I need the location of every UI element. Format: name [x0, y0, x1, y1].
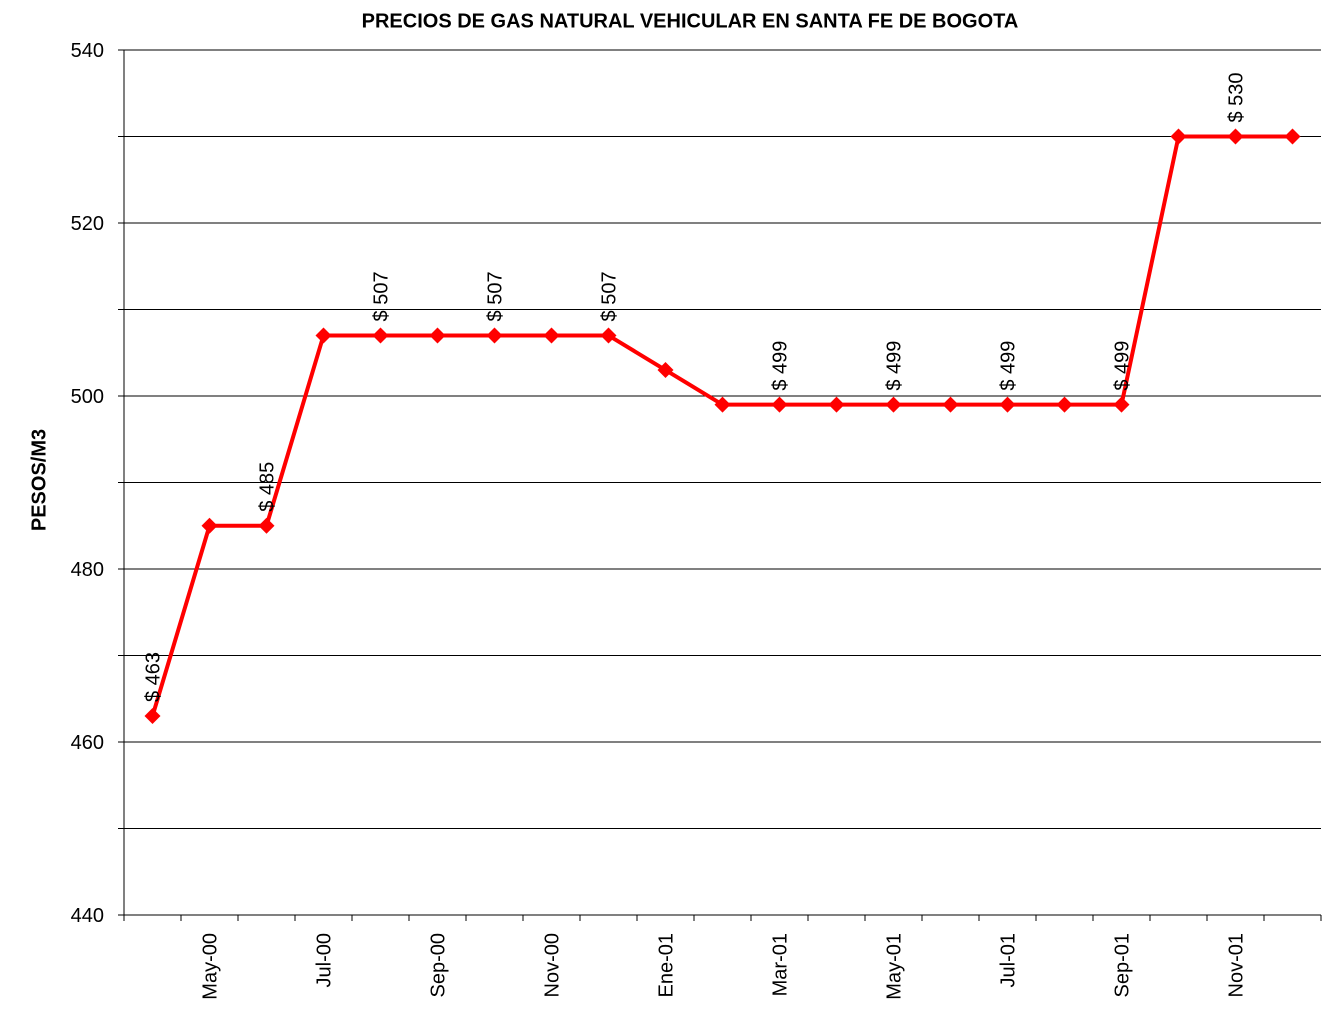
y-tick-label: 500: [71, 386, 104, 408]
data-point: [429, 327, 446, 344]
data-point: [657, 362, 674, 379]
data-label: $ 507: [371, 271, 393, 321]
data-label: $ 499: [998, 341, 1020, 391]
y-tick-label: 540: [71, 40, 104, 62]
data-point: [771, 396, 788, 413]
data-label: $ 530: [1226, 72, 1248, 122]
x-tick-label: May-00: [200, 933, 222, 1000]
data-label: $ 485: [257, 462, 279, 512]
data-point: [1227, 128, 1244, 145]
data-point: [201, 517, 218, 534]
y-tick-label: 440: [71, 905, 104, 927]
data-point: [1113, 396, 1130, 413]
x-tick-label: May-01: [884, 933, 906, 1000]
data-point: [942, 396, 959, 413]
data-point: [486, 327, 503, 344]
x-tick-label: Jul-00: [314, 933, 336, 987]
y-tick-label: 520: [71, 213, 104, 235]
data-label: $ 499: [884, 341, 906, 391]
x-tick-label: Ene-01: [656, 933, 678, 998]
data-point: [714, 396, 731, 413]
data-point: [372, 327, 389, 344]
chart-title: PRECIOS DE GAS NATURAL VEHICULAR EN SANT…: [362, 10, 1019, 32]
data-label: $ 507: [485, 271, 507, 321]
y-tick-label: 480: [71, 559, 104, 581]
data-point: [1284, 128, 1301, 145]
data-point: [885, 396, 902, 413]
x-tick-label: Mar-01: [770, 933, 792, 996]
x-tick-label: Jul-01: [998, 933, 1020, 987]
data-point: [828, 396, 845, 413]
data-label: $ 499: [1112, 341, 1134, 391]
data-point: [999, 396, 1016, 413]
data-point: [600, 327, 617, 344]
data-point: [144, 708, 161, 725]
data-point: [258, 517, 275, 534]
data-label: $ 499: [770, 341, 792, 391]
data-point: [543, 327, 560, 344]
data-point: [1170, 128, 1187, 145]
x-tick-label: Nov-00: [542, 933, 564, 997]
y-axis-title: PESOS/M3: [28, 429, 50, 531]
x-tick-label: Sep-00: [428, 933, 450, 998]
x-tick-label: Nov-01: [1226, 933, 1248, 997]
data-label: $ 507: [599, 271, 621, 321]
y-tick-label: 460: [71, 732, 104, 754]
data-point: [1056, 396, 1073, 413]
data-point: [315, 327, 332, 344]
data-label: $ 463: [143, 652, 165, 702]
x-tick-label: Sep-01: [1112, 933, 1134, 998]
